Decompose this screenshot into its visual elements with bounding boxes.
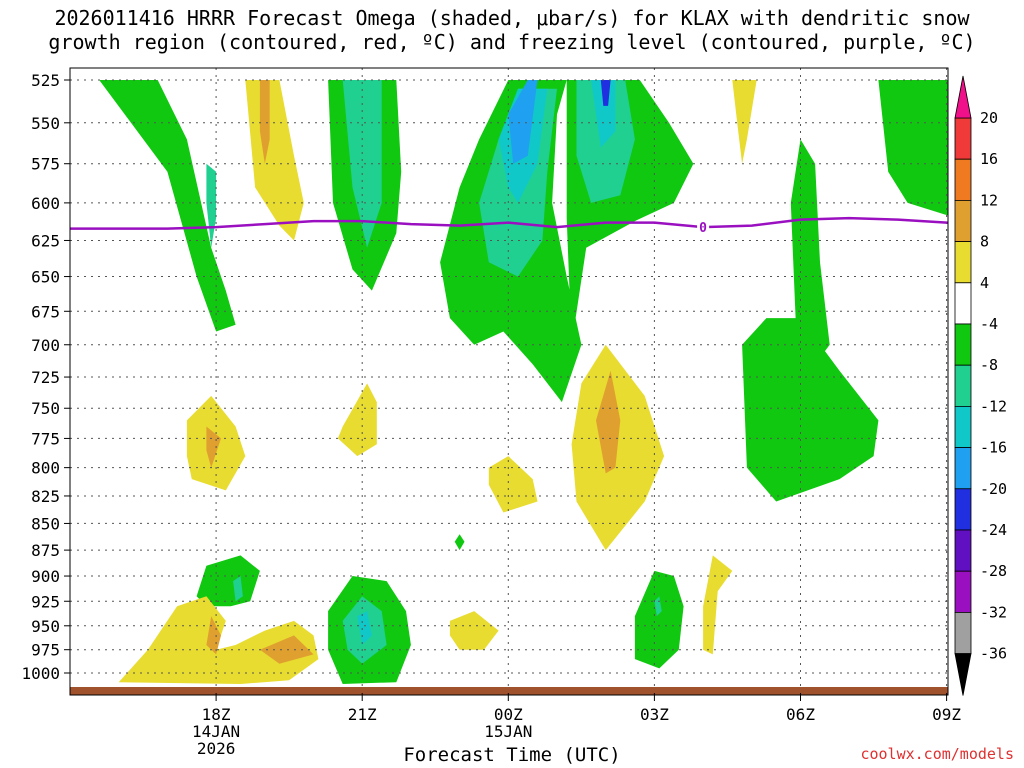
omega-shade-23 (488, 456, 538, 513)
xtick-label-1: 21Z (348, 705, 377, 724)
omega-shade-33 (357, 611, 372, 645)
ytick-label-725: 725 (31, 368, 60, 387)
freezing-level-label: 0 (699, 221, 707, 236)
omega-shade-0 (99, 80, 236, 332)
omega-shade-9 (508, 80, 538, 164)
ytick-label-650: 650 (31, 268, 60, 287)
omega-shade-13 (600, 80, 611, 106)
ytick-label-550: 550 (31, 114, 60, 133)
xtick-date-0: 14JAN (192, 722, 240, 741)
colorbar-segment-2 (954, 199, 972, 242)
x-axis-title: Forecast Time (UTC) (403, 744, 621, 766)
xtick-label-4: 06Z (786, 705, 815, 724)
omega-shade-34 (449, 611, 499, 650)
colorbar-label-0: 20 (980, 109, 998, 127)
colorbar-segment-1 (954, 158, 972, 201)
omega-shade-26 (196, 555, 260, 607)
colorbar-top-arrow (954, 75, 972, 119)
ground-strip (70, 687, 948, 695)
omega-shade-21 (571, 344, 665, 551)
colorbar-segment-3 (954, 241, 972, 284)
colorbar-label-7: -12 (980, 397, 1007, 415)
omega-shade-5 (342, 80, 382, 248)
xtick-label-2: 00Z (494, 705, 523, 724)
omega-shade-2 (245, 80, 304, 241)
colorbar-label-13: -36 (980, 645, 1007, 663)
colorbar-label-1: 16 (980, 150, 998, 168)
xtick-date-2: 15JAN (484, 722, 532, 741)
contour-label-bg (697, 218, 710, 235)
ytick-label-925: 925 (31, 592, 60, 611)
omega-shade-14 (742, 318, 879, 502)
ytick-label-950: 950 (31, 617, 60, 636)
plot-frame (69, 67, 949, 696)
ytick-label-525: 525 (31, 71, 60, 90)
ytick-label-1000: 1000 (21, 664, 60, 683)
xtick-year-0: 2026 (197, 739, 236, 758)
colorbar-label-12: -32 (980, 603, 1007, 621)
omega-shade-37 (703, 555, 733, 655)
omega-shade-35 (634, 570, 684, 669)
colorbar-segment-0 (954, 117, 972, 160)
chart-title: 2026011416 HRRR Forecast Omega (shaded, … (48, 6, 976, 54)
ytick-label-975: 975 (31, 641, 60, 660)
colorbar-segment-7 (954, 405, 972, 448)
colorbar-label-9: -20 (980, 480, 1007, 498)
colorbar-segment-4 (954, 282, 972, 325)
ytick-label-825: 825 (31, 487, 60, 506)
ytick-label-625: 625 (31, 231, 60, 250)
omega-shade-19 (206, 426, 221, 468)
omega-shade-16 (878, 80, 948, 216)
colorbar-label-8: -16 (980, 439, 1007, 457)
freezing-level-series: 0 (70, 216, 948, 236)
ytick-label-700: 700 (31, 336, 60, 355)
xtick-label-0: 18Z (202, 705, 231, 724)
omega-shade-27 (233, 576, 243, 602)
colorbar-label-3: 8 (980, 233, 989, 251)
colorbar-segment-12 (954, 612, 972, 655)
colorbar: 20 16 12 8 4 -4 -8 -12 -16 -20 -24 -28 -32 -36 (954, 75, 1007, 696)
xtick-label-5: 09Z (932, 705, 961, 724)
omega-shade-3 (259, 80, 270, 164)
colorbar-segment-10 (954, 529, 972, 572)
ytick-label-900: 900 (31, 567, 60, 586)
colorbar-segment-5 (954, 323, 972, 366)
ytick-label-750: 750 (31, 399, 60, 418)
colorbar-label-4: 4 (980, 274, 989, 292)
colorbar-segment-9 (954, 488, 972, 531)
ytick-label-575: 575 (31, 155, 60, 174)
omega-shade-22 (596, 370, 621, 474)
colorbar-label-5: -4 (980, 315, 998, 333)
ytick-label-775: 775 (31, 429, 60, 448)
ytick-label-875: 875 (31, 541, 60, 560)
omega-shade-30 (259, 635, 314, 664)
omega-shade-15 (790, 139, 830, 371)
y-axis: 525 550 575 600 625 650 675 700 725 750 775 800 825 8… (21, 71, 70, 683)
colorbar-label-10: -24 (980, 521, 1007, 539)
ytick-label-600: 600 (31, 194, 60, 213)
colorbar-label-2: 12 (980, 191, 998, 209)
ytick-label-675: 675 (31, 302, 60, 321)
omega-shade-17 (732, 80, 757, 164)
colorbar-label-6: -8 (980, 356, 998, 374)
ytick-label-850: 850 (31, 514, 60, 533)
omega-shade-25 (454, 534, 465, 551)
freezing-level-line (70, 216, 948, 230)
omega-shading (99, 80, 948, 684)
colorbar-segment-6 (954, 364, 972, 407)
colorbar-bottom-arrow (954, 653, 972, 696)
ytick-label-800: 800 (31, 459, 60, 478)
omega-shade-20 (337, 383, 377, 457)
colorbar-segment-11 (954, 570, 972, 613)
omega-shade-12 (591, 80, 616, 148)
colorbar-label-11: -28 (980, 562, 1007, 580)
xtick-label-3: 03Z (640, 705, 669, 724)
colorbar-segment-8 (954, 447, 972, 490)
credit-text: coolwx.com/models (860, 745, 1014, 763)
